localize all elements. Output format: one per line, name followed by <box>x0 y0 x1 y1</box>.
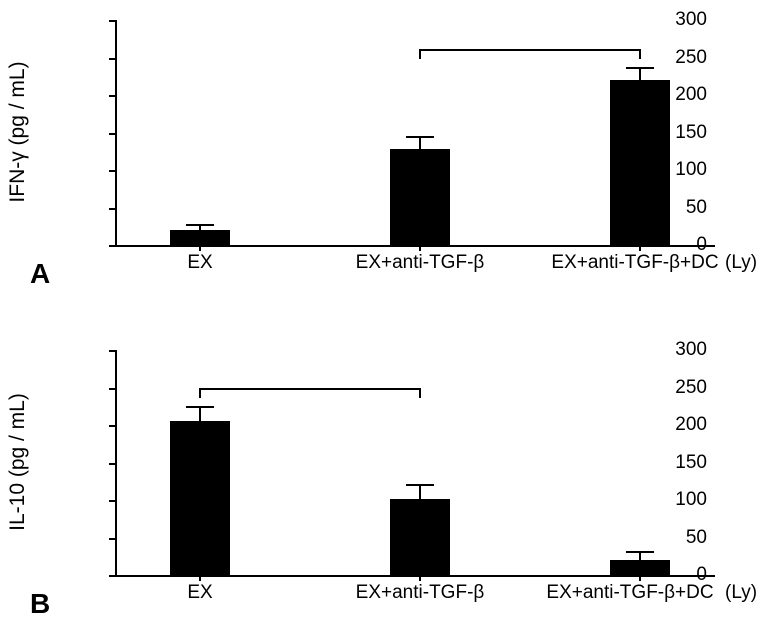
x-tick <box>419 575 421 581</box>
error-bar-cap <box>626 67 654 69</box>
y-tick-label: 150 <box>657 122 707 144</box>
y-tick <box>109 463 115 465</box>
y-tick <box>109 425 115 427</box>
y-axis-title: IL-10 (pg / mL) <box>6 393 30 531</box>
significance-bracket-end <box>199 388 201 398</box>
y-axis <box>115 20 117 246</box>
category-label: EX <box>187 582 212 604</box>
panel-letter-a: A <box>30 258 50 290</box>
y-tick <box>109 388 115 390</box>
y-tick <box>109 58 115 60</box>
bar <box>390 499 450 576</box>
ly-label: (Ly) <box>725 582 757 604</box>
panel-letter-b: B <box>30 588 50 620</box>
y-tick-label: 300 <box>657 9 707 31</box>
significance-bracket-end <box>419 49 421 59</box>
y-tick <box>109 20 115 22</box>
error-bar-cap <box>406 136 434 138</box>
y-tick <box>109 208 115 210</box>
y-axis <box>115 350 117 576</box>
ly-label: (Ly) <box>725 252 757 274</box>
error-bar-cap <box>406 484 434 486</box>
y-tick <box>109 133 115 135</box>
significance-bracket-end <box>639 49 641 59</box>
error-bar-stem <box>419 484 421 499</box>
y-tick <box>109 575 115 577</box>
x-axis <box>115 575 715 577</box>
category-label: EX+anti-TGF-β+DC <box>546 582 713 604</box>
y-tick-label: 250 <box>657 47 707 69</box>
category-label: EX+anti-TGF-β <box>356 252 485 274</box>
y-tick-label: 200 <box>657 84 707 106</box>
significance-bracket <box>420 49 640 51</box>
y-tick-label: 50 <box>657 527 707 549</box>
significance-bracket-end <box>419 388 421 398</box>
error-bar-cap <box>626 551 654 553</box>
plot-area-a <box>115 20 715 245</box>
bar <box>170 230 230 245</box>
significance-bracket <box>200 388 420 390</box>
y-tick <box>109 170 115 172</box>
error-bar-stem <box>419 136 421 150</box>
y-tick <box>109 245 115 247</box>
error-bar-stem <box>199 406 201 421</box>
category-label: EX+anti-TGF-β+DC <box>551 252 718 274</box>
plot-area-b <box>115 350 715 575</box>
y-tick-label: 50 <box>657 197 707 219</box>
error-bar-cap <box>186 406 214 408</box>
y-tick <box>109 95 115 97</box>
y-tick-label: 250 <box>657 377 707 399</box>
category-label: EX+anti-TGF-β <box>356 582 485 604</box>
figure: IFN-γ (pg / mL) A 0 50 100 150 200 250 3… <box>0 0 774 642</box>
y-tick <box>109 500 115 502</box>
y-tick-label: 100 <box>657 489 707 511</box>
x-tick <box>199 245 201 251</box>
error-bar-stem <box>639 67 641 81</box>
panel-b: IL-10 (pg / mL) B 0 50 100 150 200 250 3… <box>0 330 774 640</box>
y-axis-title: IFN-γ (pg / mL) <box>6 61 30 202</box>
y-tick-label: 200 <box>657 414 707 436</box>
x-tick <box>639 245 641 251</box>
x-tick <box>199 575 201 581</box>
x-tick <box>639 575 641 581</box>
bar <box>170 421 230 575</box>
x-tick <box>419 245 421 251</box>
panel-a: IFN-γ (pg / mL) A 0 50 100 150 200 250 3… <box>0 0 774 310</box>
y-tick <box>109 350 115 352</box>
x-axis <box>115 245 715 247</box>
y-tick-label: 150 <box>657 452 707 474</box>
error-bar-cap <box>186 224 214 226</box>
y-tick <box>109 538 115 540</box>
bar <box>390 149 450 245</box>
category-label: EX <box>187 252 212 274</box>
y-tick-label: 300 <box>657 339 707 361</box>
y-tick-label: 100 <box>657 159 707 181</box>
